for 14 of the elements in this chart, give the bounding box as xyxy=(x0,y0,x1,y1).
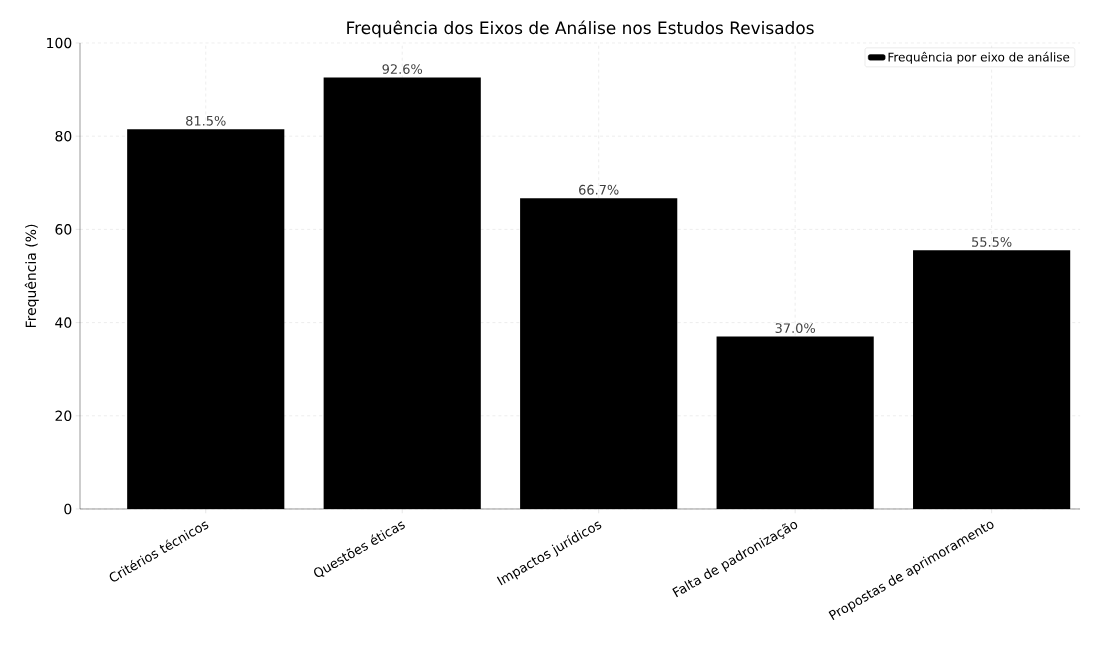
y-tick-label: 100 xyxy=(47,37,72,49)
legend-label: Frequência por eixo de análise xyxy=(888,51,1070,64)
y-tick-label: 0 xyxy=(64,503,72,515)
chart-title: Frequência dos Eixos de Análise nos Estudos Revisados xyxy=(347,20,814,38)
data-label: 81.5% xyxy=(186,115,226,126)
y-tick-label: 20 xyxy=(55,410,72,422)
y-tick-label: 80 xyxy=(55,130,72,142)
data-label: 37.0% xyxy=(775,323,816,334)
y-tick-label: 40 xyxy=(55,317,72,328)
y-axis-title: Frequência (%) xyxy=(24,224,39,328)
data-label: 92.6% xyxy=(382,64,423,74)
data-label: 55.5% xyxy=(972,237,1012,247)
data-label: 66.7% xyxy=(579,184,619,195)
y-tick-label: 60 xyxy=(55,224,72,235)
